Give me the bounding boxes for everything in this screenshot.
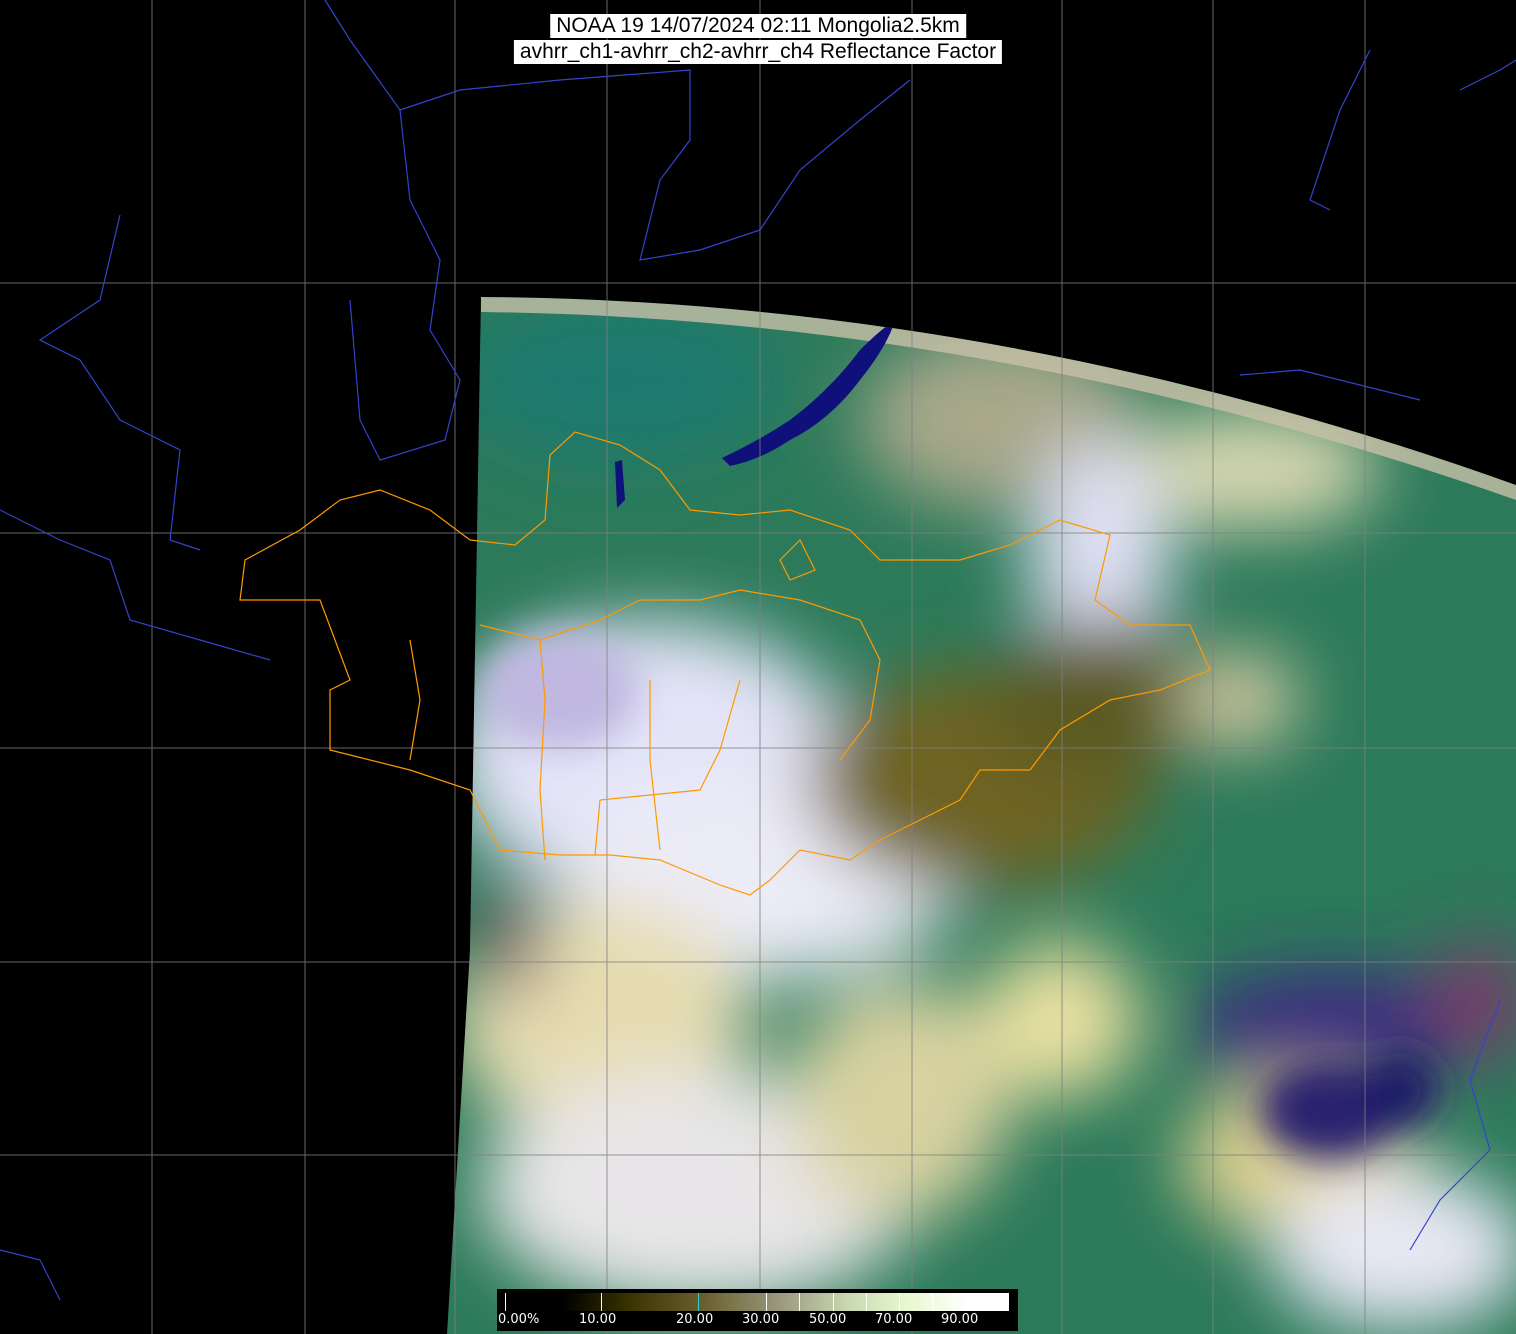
colorbar-tick [866,1293,867,1311]
colorbar-label: 10.00 [579,1312,617,1327]
colorbar-label: 0.00% [498,1312,540,1327]
colorbar-label: 20.00 [676,1312,714,1327]
colorbar-tick [698,1293,699,1311]
title-line-2: avhrr_ch1-avhrr_ch2-avhrr_ch4 Reflectanc… [513,40,1003,64]
colorbar-label: 30.00 [742,1312,780,1327]
colorbar-tick [1002,1293,1003,1311]
colorbar-tick [899,1293,900,1311]
colorbar-tick [799,1293,800,1311]
colorbar-label: 90.00 [941,1312,979,1327]
lake-baikal [722,320,895,466]
colorbar-label: 50.00 [809,1312,847,1327]
colorbar-tick [766,1293,767,1311]
title-line-1: NOAA 19 14/07/2024 02:11 Mongolia2.5km [550,14,966,38]
colorbar-tick [965,1293,966,1311]
lake-khovsgol [615,460,625,508]
colorbar-tick [505,1293,506,1311]
colorbar-tick [932,1293,933,1311]
satellite-swath [447,297,1516,1334]
colorbar-tick [601,1293,602,1311]
admin-borders [239,431,1211,896]
colorbar-tick [833,1293,834,1311]
colorbar-label: 70.00 [875,1312,913,1327]
colorbar-gradient [503,1293,1009,1311]
coastlines-rivers [0,0,1516,1301]
colorbar: 0.00% 10.00 20.00 30.00 50.00 70.00 90.0… [497,1289,1018,1331]
